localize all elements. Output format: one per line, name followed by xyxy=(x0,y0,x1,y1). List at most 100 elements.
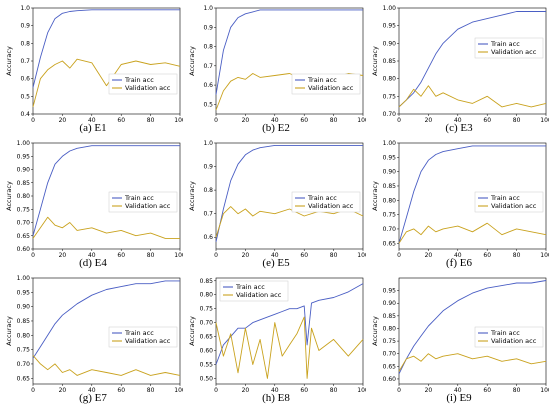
legend-label-train: Train acc xyxy=(307,194,337,202)
series-line-validation xyxy=(398,85,547,108)
chart-svg: 0.4 0.5 0.6 0.7 0.8 0.9 1.0 0 20 40 60 80 100 Accurac… xyxy=(5,5,183,122)
series-line-train xyxy=(32,145,180,236)
legend-box xyxy=(474,191,544,213)
legend-label-validation: Validation acc xyxy=(125,202,171,210)
legend-label-validation: Validation acc xyxy=(491,202,537,210)
x-tick-label: 40 xyxy=(454,252,462,257)
y-axis-label: Accuracy xyxy=(188,181,196,211)
x-tick-label: 20 xyxy=(425,117,433,122)
y-tick-label: 0.90 xyxy=(383,40,397,47)
y-tick-label: 0.65 xyxy=(17,375,31,382)
y-tick-label: 0.85 xyxy=(383,313,397,320)
y-axis-label: Accuracy xyxy=(5,316,13,346)
x-tick-label: 40 xyxy=(454,117,462,122)
y-axis-label: Accuracy xyxy=(188,316,196,346)
series-line-train xyxy=(32,280,180,359)
panel-caption: (e) E5 xyxy=(262,257,290,269)
legend-label-train: Train acc xyxy=(490,329,520,337)
legend-box xyxy=(108,191,178,213)
x-tick-label: 80 xyxy=(513,387,521,392)
series-line-train xyxy=(398,11,546,108)
x-tick-label: 40 xyxy=(271,387,279,392)
y-tick-label: 0.70 xyxy=(383,111,397,118)
y-tick-label: 0.4 xyxy=(20,111,30,118)
chart-svg: 0.60 0.65 0.70 0.75 0.80 0.85 0.90 0.95 0 20 40 60 8… xyxy=(371,277,549,392)
plot-frame xyxy=(215,7,364,115)
x-tick-label: 80 xyxy=(147,252,155,257)
panel-caption: (h) E8 xyxy=(262,392,290,404)
y-tick-label: 0.80 xyxy=(383,325,397,332)
y-tick-label: 0.8 xyxy=(203,187,213,194)
series-line-validation xyxy=(215,206,364,238)
legend-box xyxy=(474,326,544,348)
chart-panel-8: 0.50 0.55 0.60 0.65 0.70 0.75 0.80 0.85 0 20 40 60 8… xyxy=(186,272,366,407)
y-tick-label: 0.95 xyxy=(383,288,397,295)
x-tick-label: 20 xyxy=(59,387,67,392)
plot-frame xyxy=(398,277,547,385)
legend-label-train: Train acc xyxy=(124,76,154,84)
y-tick-label: 0.9 xyxy=(203,24,213,31)
y-tick-label: 0.60 xyxy=(383,376,397,383)
y-tick-label: 0.90 xyxy=(383,300,397,307)
x-tick-label: 0 xyxy=(397,252,401,257)
plot-frame xyxy=(398,142,547,250)
plot-frame xyxy=(215,142,364,250)
chart-svg: 0.70 0.75 0.80 0.85 0.90 0.95 1.00 0 20 40 60 80 100… xyxy=(371,5,549,122)
legend-label-train: Train acc xyxy=(307,76,337,84)
y-tick-label: 0.5 xyxy=(203,101,213,108)
x-tick-label: 20 xyxy=(242,387,250,392)
legend-label-train: Train acc xyxy=(124,329,154,337)
panel-caption: (i) E9 xyxy=(446,392,472,404)
legend-box xyxy=(108,73,178,95)
y-tick-label: 0.8 xyxy=(20,40,30,47)
x-tick-label: 20 xyxy=(59,117,67,122)
y-tick-label: 0.7 xyxy=(20,58,30,65)
x-tick-label: 80 xyxy=(147,117,155,122)
chart-panel-9: 0.60 0.65 0.70 0.75 0.80 0.85 0.90 0.95 0 20 40 60 8… xyxy=(369,272,549,407)
y-tick-label: 0.85 xyxy=(383,183,397,190)
y-tick-label: 0.50 xyxy=(200,375,214,382)
y-tick-label: 0.95 xyxy=(383,154,397,161)
series-line-validation xyxy=(32,355,181,376)
y-tick-label: 0.90 xyxy=(383,169,397,176)
y-tick-label: 1.0 xyxy=(203,5,213,12)
chart-svg: 0.65 0.70 0.75 0.80 0.85 0.90 0.95 1.00 0 20 40 60 8… xyxy=(5,275,183,392)
chart-panel-5: 0.60.70.80.91.0020406080100AccuracyEpoch… xyxy=(186,137,366,272)
x-tick-label: 0 xyxy=(397,117,401,122)
y-tick-label: 0.65 xyxy=(383,363,397,370)
panel-caption: (g) E7 xyxy=(79,392,107,404)
chart-panel-7: 0.65 0.70 0.75 0.80 0.85 0.90 0.95 1.00 0 20 40 60 8… xyxy=(3,272,183,407)
chart-svg: 0.60.70.80.91.0020406080100AccuracyEpoch… xyxy=(188,140,366,257)
x-tick-label: 80 xyxy=(147,387,155,392)
legend-label-validation: Validation acc xyxy=(125,84,171,92)
y-tick-label: 0.75 xyxy=(200,306,214,313)
y-tick-label: 1.00 xyxy=(383,5,397,12)
y-tick-label: 0.70 xyxy=(383,226,397,233)
x-tick-label: 100 xyxy=(174,252,183,257)
y-tick-label: 1.00 xyxy=(17,140,31,147)
y-tick-label: 0.65 xyxy=(200,334,214,341)
series-line-validation xyxy=(215,316,364,379)
y-tick-label: 0.85 xyxy=(200,278,214,285)
y-tick-label: 0.75 xyxy=(17,347,31,354)
y-axis-label: Accuracy xyxy=(5,181,13,211)
x-tick-label: 100 xyxy=(540,252,549,257)
y-tick-label: 0.80 xyxy=(383,76,397,83)
panel-caption: (c) E3 xyxy=(445,122,473,134)
x-tick-label: 0 xyxy=(214,117,218,122)
chart-panel-6: 0.65 0.70 0.75 0.80 0.85 0.90 0.95 1.00 0 20 40 60 8… xyxy=(369,137,549,272)
y-tick-label: 0.60 xyxy=(17,246,31,253)
x-tick-label: 100 xyxy=(357,252,366,257)
y-tick-label: 0.5 xyxy=(20,93,30,100)
y-tick-label: 0.6 xyxy=(203,82,213,89)
panel-caption: (f) E6 xyxy=(446,257,472,269)
plot-frame xyxy=(32,277,181,385)
x-tick-label: 100 xyxy=(174,387,183,392)
chart-svg: 0.60 0.65 0.70 0.75 0.80 0.85 0.90 0.95 1.00 0 20 4… xyxy=(5,140,183,257)
x-tick-label: 60 xyxy=(117,387,125,392)
y-tick-label: 0.80 xyxy=(383,197,397,204)
